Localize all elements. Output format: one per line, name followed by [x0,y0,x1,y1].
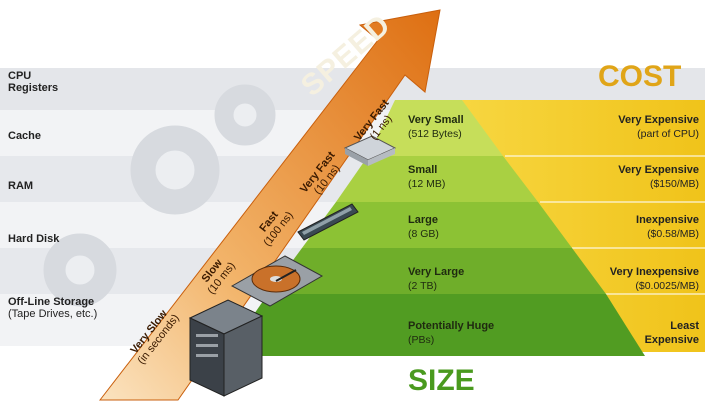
cost-label-hard-disk: Very Inexpensive [609,266,699,278]
tier-name-cache: Cache [8,130,42,142]
cost-detail-cache: ($150/MB) [649,178,699,190]
size-label-cache: Small [408,164,438,176]
tier-name-line1: CPU [8,70,32,82]
cost-band-dividers [505,155,705,295]
tier-name-hard-disk: Hard Disk [8,233,60,245]
cost-label-offline: Least [670,320,699,332]
cost-band [462,100,705,352]
cost-title: COST [598,60,682,93]
size-label-cpu: Very Small [408,114,464,126]
size-pyramid [225,100,645,356]
size-detail-cache: (12 MB) [408,178,446,190]
cost-label-ram: Inexpensive [636,214,699,226]
cost-detail-offline: Expensive [644,334,699,346]
tier-name-line1: Off-Line Storage [8,296,95,308]
tier-name-offline-storage: Off-Line Storage (Tape Drives, etc.) [8,296,103,320]
tier-name-ram: RAM [8,180,34,192]
tier-name-line2: (Tape Drives, etc.) [8,308,98,320]
cpu-chip-icon [343,135,397,166]
hard-disk-icon [230,255,324,307]
cost-detail-cpu: (part of CPU) [637,128,699,140]
size-detail-offline: (PBs) [408,334,435,346]
tier-name-cpu: CPU Registers [8,70,58,94]
cost-detail-ram: ($0.58/MB) [647,228,699,240]
size-label-offline: Potentially Huge [408,320,495,332]
tier-name-line2: Registers [8,82,59,94]
cost-detail-hard-disk: ($0.0025/MB) [635,280,699,292]
size-detail-ram: (8 GB) [408,228,439,240]
ram-module-icon [297,203,359,241]
size-label-hard-disk: Very Large [408,266,465,278]
cost-label-cache: Very Expensive [618,164,699,176]
size-label-ram: Large [408,214,438,226]
size-detail-hard-disk: (2 TB) [408,280,437,292]
server-tower-icon [188,299,264,397]
size-detail-cpu: (512 Bytes) [408,128,462,140]
cost-label-cpu: Very Expensive [618,114,699,126]
size-title: SIZE [408,364,475,397]
